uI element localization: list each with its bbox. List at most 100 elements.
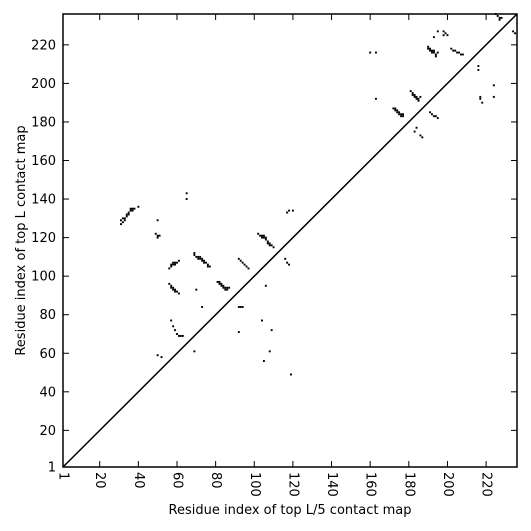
contact-point (288, 263, 290, 266)
contact-point (394, 107, 397, 110)
y-tick-label: 60 (39, 347, 56, 362)
contact-point (454, 49, 457, 52)
contact-point (172, 261, 175, 264)
contact-point (427, 47, 430, 50)
contact-point (432, 51, 435, 54)
contact-point (461, 53, 464, 56)
contact-point (394, 109, 397, 112)
contact-point (206, 265, 209, 268)
contact-point (193, 252, 196, 254)
contact-point (288, 209, 290, 212)
contact-point (172, 288, 175, 291)
contact-point (427, 45, 430, 48)
contact-point (237, 257, 240, 260)
contact-point (261, 236, 263, 239)
contact-point (496, 14, 499, 17)
contact-point (123, 219, 126, 222)
contact-point (127, 211, 130, 214)
contact-point (413, 94, 416, 96)
contact-point (456, 51, 459, 54)
contact-point (158, 234, 161, 237)
contact-point (477, 65, 480, 68)
y-tick-label: 80 (39, 308, 56, 323)
contact-point (446, 34, 449, 37)
x-tick-label: 40 (131, 472, 146, 489)
contact-point (479, 97, 482, 100)
contact-point (432, 115, 435, 118)
y-tick-label: 200 (31, 77, 56, 92)
contact-point (398, 111, 401, 114)
contact-point (185, 192, 188, 195)
x-tick-label: 180 (401, 472, 416, 497)
contact-point (434, 115, 437, 118)
contact-point (222, 286, 225, 289)
contact-point (264, 284, 267, 287)
contact-point (268, 350, 271, 353)
x-tick-label: 100 (247, 472, 262, 497)
contact-point (419, 134, 422, 137)
contact-point (201, 259, 204, 262)
contact-point (154, 232, 157, 235)
contact-point (176, 333, 178, 335)
contact-point (241, 306, 244, 308)
contact-point (479, 95, 482, 98)
contact-point (257, 232, 260, 235)
contact-point (417, 97, 420, 100)
y-axis-label: Residue index of top L contact map (14, 125, 29, 355)
axis-ticks (62, 14, 517, 468)
contact-point (220, 284, 223, 287)
contact-point (415, 97, 418, 100)
contact-point (129, 207, 132, 210)
contact-point (170, 319, 173, 322)
contact-point (436, 117, 439, 120)
x-tick-label: 140 (324, 472, 339, 497)
y-tick-label: 100 (31, 270, 56, 285)
contact-point (201, 257, 204, 260)
contact-point (291, 209, 294, 212)
contact-point (268, 242, 271, 245)
contact-point (177, 292, 180, 295)
y-tick-label: 1 (48, 461, 56, 476)
x-tick-label: 1 (56, 472, 71, 480)
contact-point (500, 16, 503, 19)
x-tick-label: 160 (363, 472, 378, 497)
contact-point (177, 334, 180, 337)
contact-point (429, 47, 432, 50)
x-axis-label: Residue index of top L/5 contact map (169, 503, 412, 518)
contact-point (123, 217, 126, 220)
contact-point (172, 263, 175, 266)
contact-point (220, 282, 223, 285)
contact-point (431, 49, 433, 52)
contact-point (452, 49, 455, 52)
contact-point (185, 198, 188, 201)
contact-point (262, 360, 265, 362)
x-tick-label: 80 (208, 472, 223, 489)
contact-point (514, 32, 517, 35)
contact-point (402, 113, 404, 116)
contact-point (415, 95, 418, 98)
contact-point (268, 244, 271, 247)
contact-point (270, 329, 273, 332)
contact-point (170, 284, 173, 287)
contact-point (127, 213, 130, 216)
contact-point (237, 331, 240, 334)
contact-point (409, 90, 412, 93)
contact-point (174, 290, 177, 293)
contact-point (197, 257, 200, 260)
contact-point (121, 217, 124, 220)
contact-point (195, 288, 198, 291)
contact-point (129, 209, 132, 212)
x-tick-label: 200 (440, 472, 455, 497)
contact-point (172, 325, 175, 328)
contact-point (270, 244, 273, 247)
contact-point (156, 234, 159, 237)
contact-point (137, 205, 140, 208)
plot-frame (62, 13, 518, 468)
contact-point (203, 261, 205, 264)
contact-point (284, 257, 287, 260)
contact-point (400, 113, 403, 116)
contact-point (120, 223, 122, 226)
contact-point (224, 288, 227, 291)
contact-point (193, 350, 196, 353)
x-tick-label: 120 (285, 472, 300, 497)
